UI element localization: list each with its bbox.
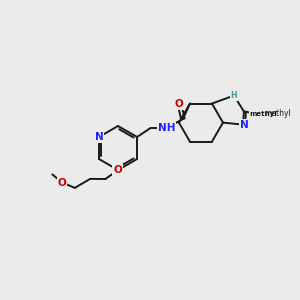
Text: methyl: methyl <box>249 110 277 116</box>
Text: O: O <box>175 99 184 109</box>
Text: H: H <box>231 91 237 100</box>
Text: N: N <box>240 120 248 130</box>
Text: N: N <box>94 132 103 142</box>
Text: O: O <box>58 178 67 188</box>
Text: NH: NH <box>158 123 175 133</box>
Text: methyl: methyl <box>264 109 291 118</box>
Text: O: O <box>113 165 122 175</box>
